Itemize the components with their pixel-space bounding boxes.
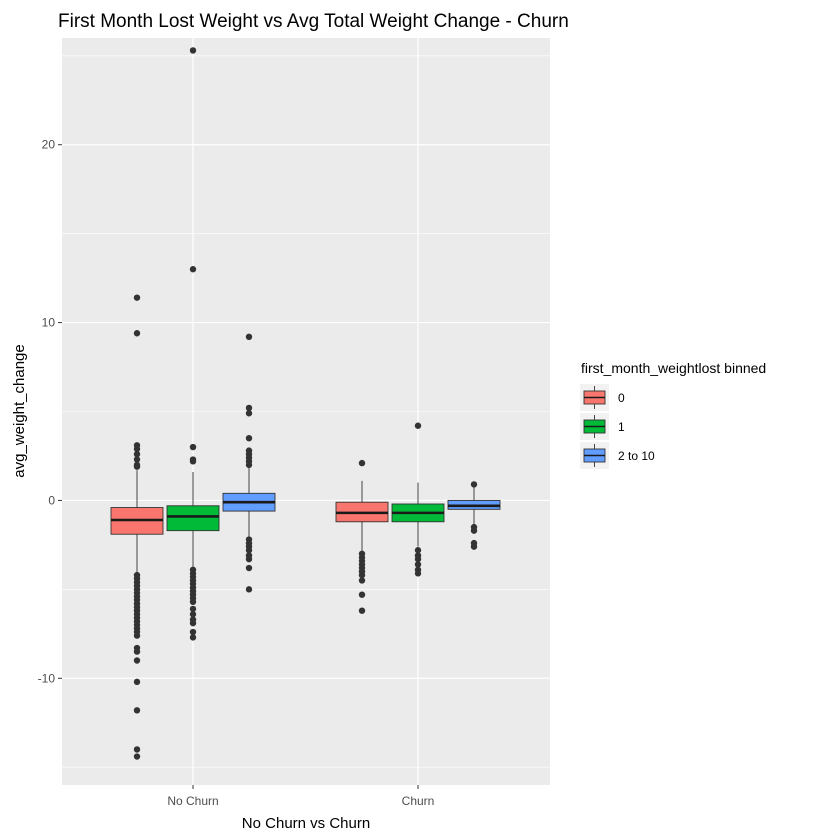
outlier-point <box>470 543 478 550</box>
axes-layer: -10 0 10 20 No Churn Churn <box>38 138 435 808</box>
outlier-point <box>189 47 197 54</box>
outlier-point <box>245 434 253 442</box>
outlier-point <box>133 648 141 655</box>
outlier-point <box>414 555 422 563</box>
box-1-no-churn <box>166 47 220 641</box>
legend-title: first_month_weightlost binned <box>581 360 766 376</box>
outlier-point <box>245 404 253 412</box>
outlier-point <box>133 657 141 664</box>
legend-label: 0 <box>618 391 625 405</box>
outlier-point <box>414 422 422 429</box>
outlier-point <box>245 333 253 340</box>
outlier-point <box>189 605 197 613</box>
outlier-point <box>358 577 366 584</box>
box-2-to-10-no-churn <box>222 333 276 593</box>
legend-key-0 <box>580 384 609 411</box>
outlier-point <box>133 753 141 760</box>
outlier-point <box>133 456 141 463</box>
outlier-point <box>133 445 141 453</box>
outlier-point <box>189 598 197 606</box>
box-2-to-10-churn <box>447 481 501 550</box>
outlier-point <box>358 591 366 598</box>
outlier-point <box>133 707 141 714</box>
box-iqr <box>166 505 220 532</box>
y-axis-title: avg_weight_change <box>11 344 28 477</box>
y-tick-label: 0 <box>48 493 55 507</box>
legend-key-1 <box>580 413 609 440</box>
box-0-no-churn <box>110 294 164 760</box>
outlier-point <box>358 607 366 614</box>
outlier-point <box>133 450 141 458</box>
outlier-point <box>189 266 197 273</box>
outlier-point <box>133 746 141 753</box>
outlier-point <box>470 527 478 534</box>
outlier-point <box>189 634 197 641</box>
legend-label: 1 <box>618 420 625 434</box>
legend: first_month_weightlost binned 0 1 2 to 10 <box>580 360 766 469</box>
outlier-point <box>414 570 422 577</box>
outlier-point <box>189 628 197 636</box>
outlier-point <box>189 443 197 451</box>
x-axis-title: No Churn vs Churn <box>242 815 370 832</box>
outlier-point <box>133 678 141 686</box>
outlier-point <box>245 586 253 593</box>
box-1-churn <box>391 422 445 577</box>
outlier-point <box>245 564 253 572</box>
x-tick-label: No Churn <box>167 794 218 808</box>
outlier-point <box>133 294 141 301</box>
outlier-point <box>470 481 478 488</box>
y-tick-label: -10 <box>38 671 56 685</box>
outlier-point <box>189 611 197 618</box>
outlier-point <box>245 461 253 469</box>
outlier-point <box>358 571 366 579</box>
outlier-point <box>133 330 141 337</box>
outlier-point <box>245 555 253 563</box>
outlier-point <box>189 619 197 627</box>
y-tick-label: 10 <box>42 316 56 330</box>
outlier-point <box>358 459 366 467</box>
x-tick-label: Churn <box>402 794 435 808</box>
legend-key-2-to-10 <box>580 442 609 469</box>
chart-title: First Month Lost Weight vs Avg Total Wei… <box>58 11 569 32</box>
boxes-layer <box>110 47 501 760</box>
legend-label: 2 to 10 <box>618 449 655 463</box>
box-0-churn <box>335 459 389 614</box>
outlier-point <box>414 561 422 568</box>
outlier-point <box>245 547 253 554</box>
outlier-point <box>133 463 141 470</box>
y-tick-label: 20 <box>42 138 56 152</box>
outlier-point <box>189 458 197 465</box>
outlier-point <box>133 632 141 639</box>
outlier-point <box>414 547 422 554</box>
outlier-point <box>245 410 253 417</box>
